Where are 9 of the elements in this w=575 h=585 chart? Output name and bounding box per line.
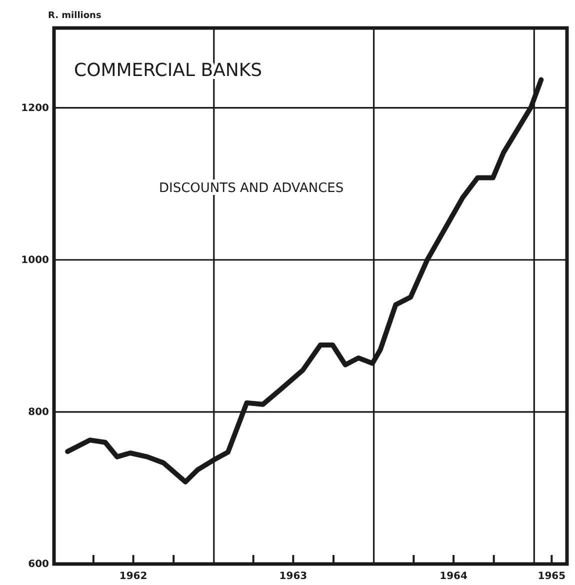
x-tick-label: 1962 (119, 571, 148, 582)
x-tick-label: 1963 (279, 571, 308, 582)
x-tick-label: 1965 (538, 571, 566, 582)
y-tick-label: 800 (28, 407, 50, 418)
x-tick-label: 1964 (440, 571, 468, 582)
y-tick-label: 1000 (21, 255, 50, 266)
y-tick-label: 1200 (21, 103, 50, 114)
y-axis-title: R. millions (48, 11, 102, 21)
y-tick-label: 600 (28, 559, 50, 570)
